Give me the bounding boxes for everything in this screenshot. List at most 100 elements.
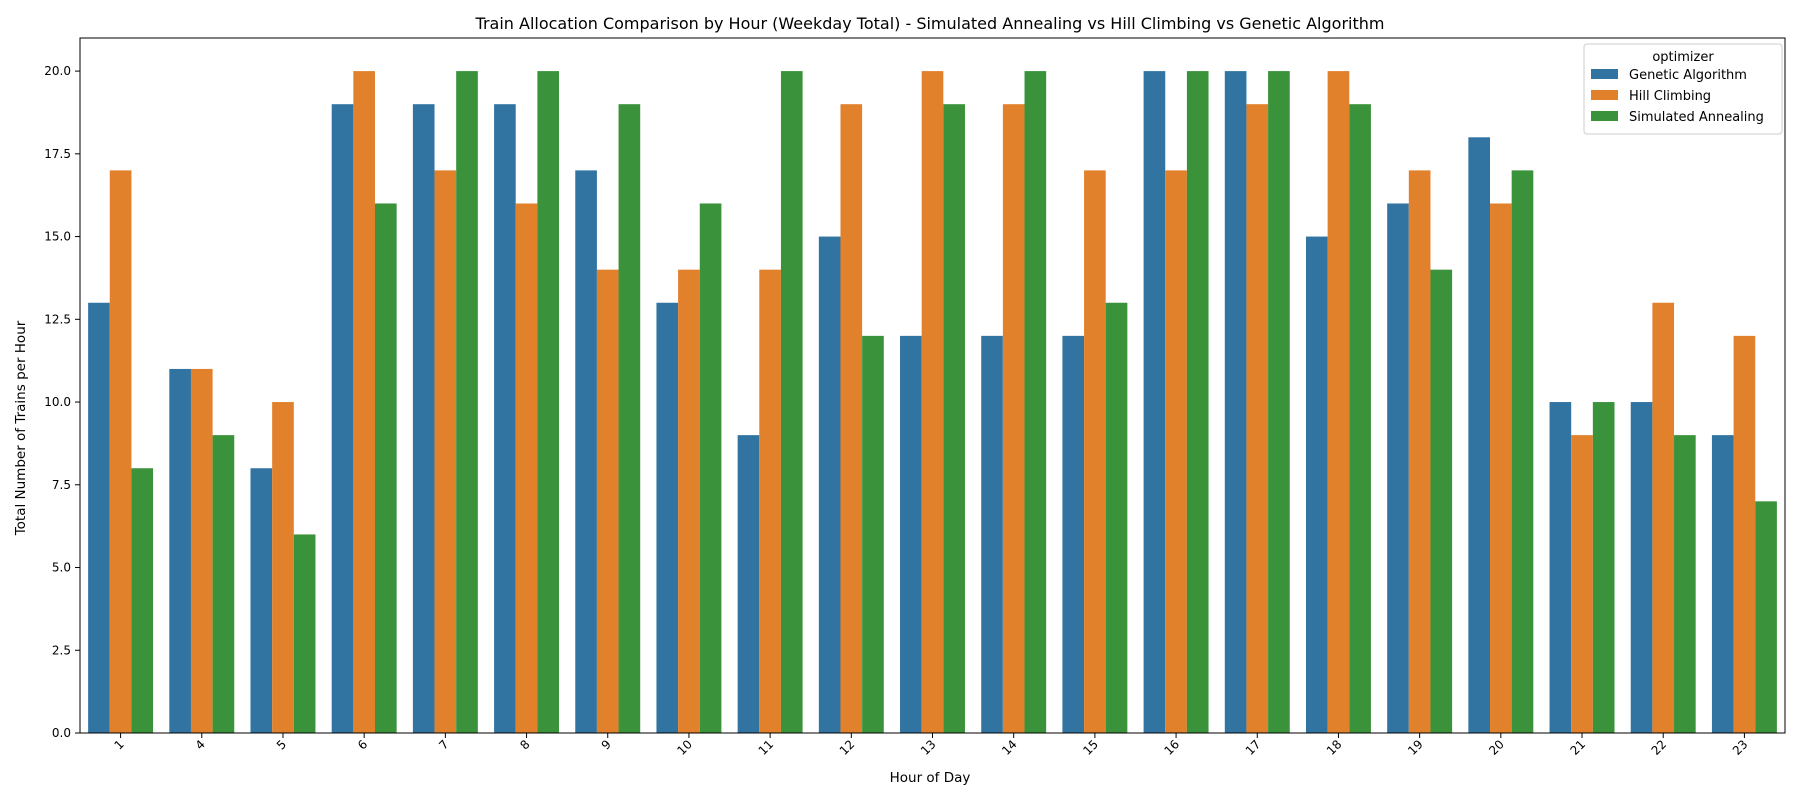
- legend-box: [1583, 43, 1783, 135]
- x-tick-label: 10: [674, 737, 695, 758]
- y-tick-label: 20.0: [44, 64, 71, 78]
- legend-swatch-genetic-algorithm: [1591, 69, 1618, 79]
- bar-hill-climbing-hour-7: [434, 170, 457, 733]
- y-tick-label: 12.5: [44, 312, 71, 326]
- x-tick-label: 16: [1161, 737, 1182, 758]
- y-tick-label: 0.0: [52, 726, 71, 740]
- bar-hill-climbing-hour-1: [109, 170, 132, 733]
- bar-simulated-annealing-hour-12: [862, 335, 884, 733]
- bar-simulated-annealing-hour-19: [1430, 269, 1453, 733]
- bar-genetic-algorithm-hour-15: [1062, 335, 1085, 733]
- x-tick-label: 14: [999, 737, 1020, 758]
- x-tick-label: 9: [599, 737, 614, 752]
- x-tick-label: 6: [355, 737, 370, 752]
- x-axis: 1 4 5 6 7 8 9 10 11 12 13 14 15 16 17 18 19 20 21 22 23: [111, 733, 1751, 758]
- bars-layer: [88, 71, 1777, 734]
- y-tick-label: 2.5: [52, 643, 71, 657]
- bar-hill-climbing-hour-9: [596, 269, 619, 733]
- bar-simulated-annealing-hour-4: [212, 435, 235, 733]
- bar-simulated-annealing-hour-6: [374, 203, 397, 734]
- x-tick-label: 17: [1243, 737, 1264, 758]
- x-tick-label: 7: [436, 737, 451, 752]
- y-tick-label: 15.0: [44, 230, 71, 244]
- bar-hill-climbing-hour-12: [840, 104, 863, 733]
- bar-hill-climbing-hour-20: [1490, 203, 1512, 734]
- bar-genetic-algorithm-hour-23: [1711, 435, 1734, 733]
- bar-hill-climbing-hour-22: [1652, 302, 1675, 733]
- x-tick-label: 4: [193, 737, 208, 752]
- bar-simulated-annealing-hour-7: [456, 71, 478, 734]
- x-tick-label: 12: [837, 737, 858, 758]
- bar-simulated-annealing-hour-16: [1186, 71, 1209, 734]
- bar-simulated-annealing-hour-1: [131, 468, 154, 733]
- bar-hill-climbing-hour-8: [515, 203, 538, 734]
- legend-title: optimizer: [1652, 50, 1714, 65]
- bar-hill-climbing-hour-16: [1165, 170, 1187, 733]
- bar-simulated-annealing-hour-23: [1755, 501, 1777, 733]
- y-tick-label: 7.5: [52, 478, 71, 492]
- bar-genetic-algorithm-hour-13: [900, 335, 922, 733]
- bar-simulated-annealing-hour-21: [1592, 402, 1615, 733]
- bar-genetic-algorithm-hour-17: [1224, 71, 1247, 734]
- bar-genetic-algorithm-hour-1: [88, 302, 110, 733]
- x-tick-label: 13: [918, 737, 939, 758]
- bar-genetic-algorithm-hour-8: [494, 104, 516, 733]
- bar-genetic-algorithm-hour-14: [981, 335, 1003, 733]
- x-tick-label: 8: [517, 737, 532, 752]
- bar-genetic-algorithm-hour-6: [331, 104, 354, 733]
- bar-hill-climbing-hour-15: [1084, 170, 1106, 733]
- bar-genetic-algorithm-hour-10: [656, 302, 679, 733]
- y-tick-label: 10.0: [44, 395, 71, 409]
- bar-genetic-algorithm-hour-7: [412, 104, 435, 733]
- legend: optimizer Genetic Algorithm Hill Climbing…: [1583, 43, 1783, 135]
- plot-frame: [79, 37, 1786, 734]
- x-tick-label: 5: [274, 737, 289, 752]
- bar-genetic-algorithm-hour-5: [250, 468, 273, 733]
- y-axis-label: Total Number of Trains per Hour: [13, 320, 29, 536]
- bar-hill-climbing-hour-23: [1733, 335, 1756, 733]
- bar-simulated-annealing-hour-18: [1349, 104, 1371, 733]
- bar-hill-climbing-hour-21: [1571, 435, 1593, 733]
- x-tick-label: 20: [1486, 737, 1507, 758]
- bar-simulated-annealing-hour-5: [293, 534, 316, 733]
- x-tick-label: 21: [1567, 737, 1588, 758]
- bar-simulated-annealing-hour-10: [699, 203, 722, 734]
- bar-genetic-algorithm-hour-21: [1549, 402, 1572, 733]
- bar-genetic-algorithm-hour-16: [1143, 71, 1166, 734]
- legend-label-genetic-algorithm: Genetic Algorithm: [1629, 68, 1747, 83]
- bar-genetic-algorithm-hour-9: [575, 170, 597, 733]
- legend-label-simulated-annealing: Simulated Annealing: [1629, 110, 1764, 125]
- bar-simulated-annealing-hour-22: [1674, 435, 1696, 733]
- x-tick-label: 1: [111, 737, 126, 752]
- bar-hill-climbing-hour-17: [1246, 104, 1269, 733]
- legend-swatch-simulated-annealing: [1591, 111, 1618, 121]
- y-axis: 0.0 2.5 5.0 7.5 10.0 12.5 15.0 17.5 20.0: [44, 64, 80, 740]
- bar-hill-climbing-hour-13: [921, 71, 944, 734]
- x-axis-label: Hour of Day: [890, 770, 971, 786]
- y-tick-label: 17.5: [44, 147, 71, 161]
- legend-label-hill-climbing: Hill Climbing: [1629, 89, 1711, 104]
- x-tick-label: 15: [1080, 737, 1101, 758]
- x-tick-label: 23: [1730, 737, 1751, 758]
- bar-genetic-algorithm-hour-4: [169, 368, 191, 733]
- bar-simulated-annealing-hour-8: [537, 71, 560, 734]
- legend-items: Genetic Algorithm Hill Climbing Simulated …: [1591, 68, 1764, 125]
- bar-simulated-annealing-hour-11: [780, 71, 803, 734]
- bar-hill-climbing-hour-5: [272, 402, 294, 733]
- bar-genetic-algorithm-hour-12: [818, 236, 841, 733]
- legend-swatch-hill-climbing: [1591, 90, 1618, 100]
- bar-hill-climbing-hour-14: [1002, 104, 1025, 733]
- x-tick-label: 19: [1405, 737, 1426, 758]
- bar-genetic-algorithm-hour-18: [1305, 236, 1328, 733]
- bar-hill-climbing-hour-19: [1408, 170, 1431, 733]
- bar-hill-climbing-hour-10: [678, 269, 700, 733]
- bar-genetic-algorithm-hour-22: [1630, 402, 1653, 733]
- bar-hill-climbing-hour-18: [1327, 71, 1350, 734]
- bar-simulated-annealing-hour-14: [1024, 71, 1047, 734]
- bar-genetic-algorithm-hour-19: [1387, 203, 1409, 734]
- bar-simulated-annealing-hour-9: [618, 104, 641, 733]
- bar-genetic-algorithm-hour-20: [1468, 137, 1491, 734]
- bar-hill-climbing-hour-11: [759, 269, 781, 733]
